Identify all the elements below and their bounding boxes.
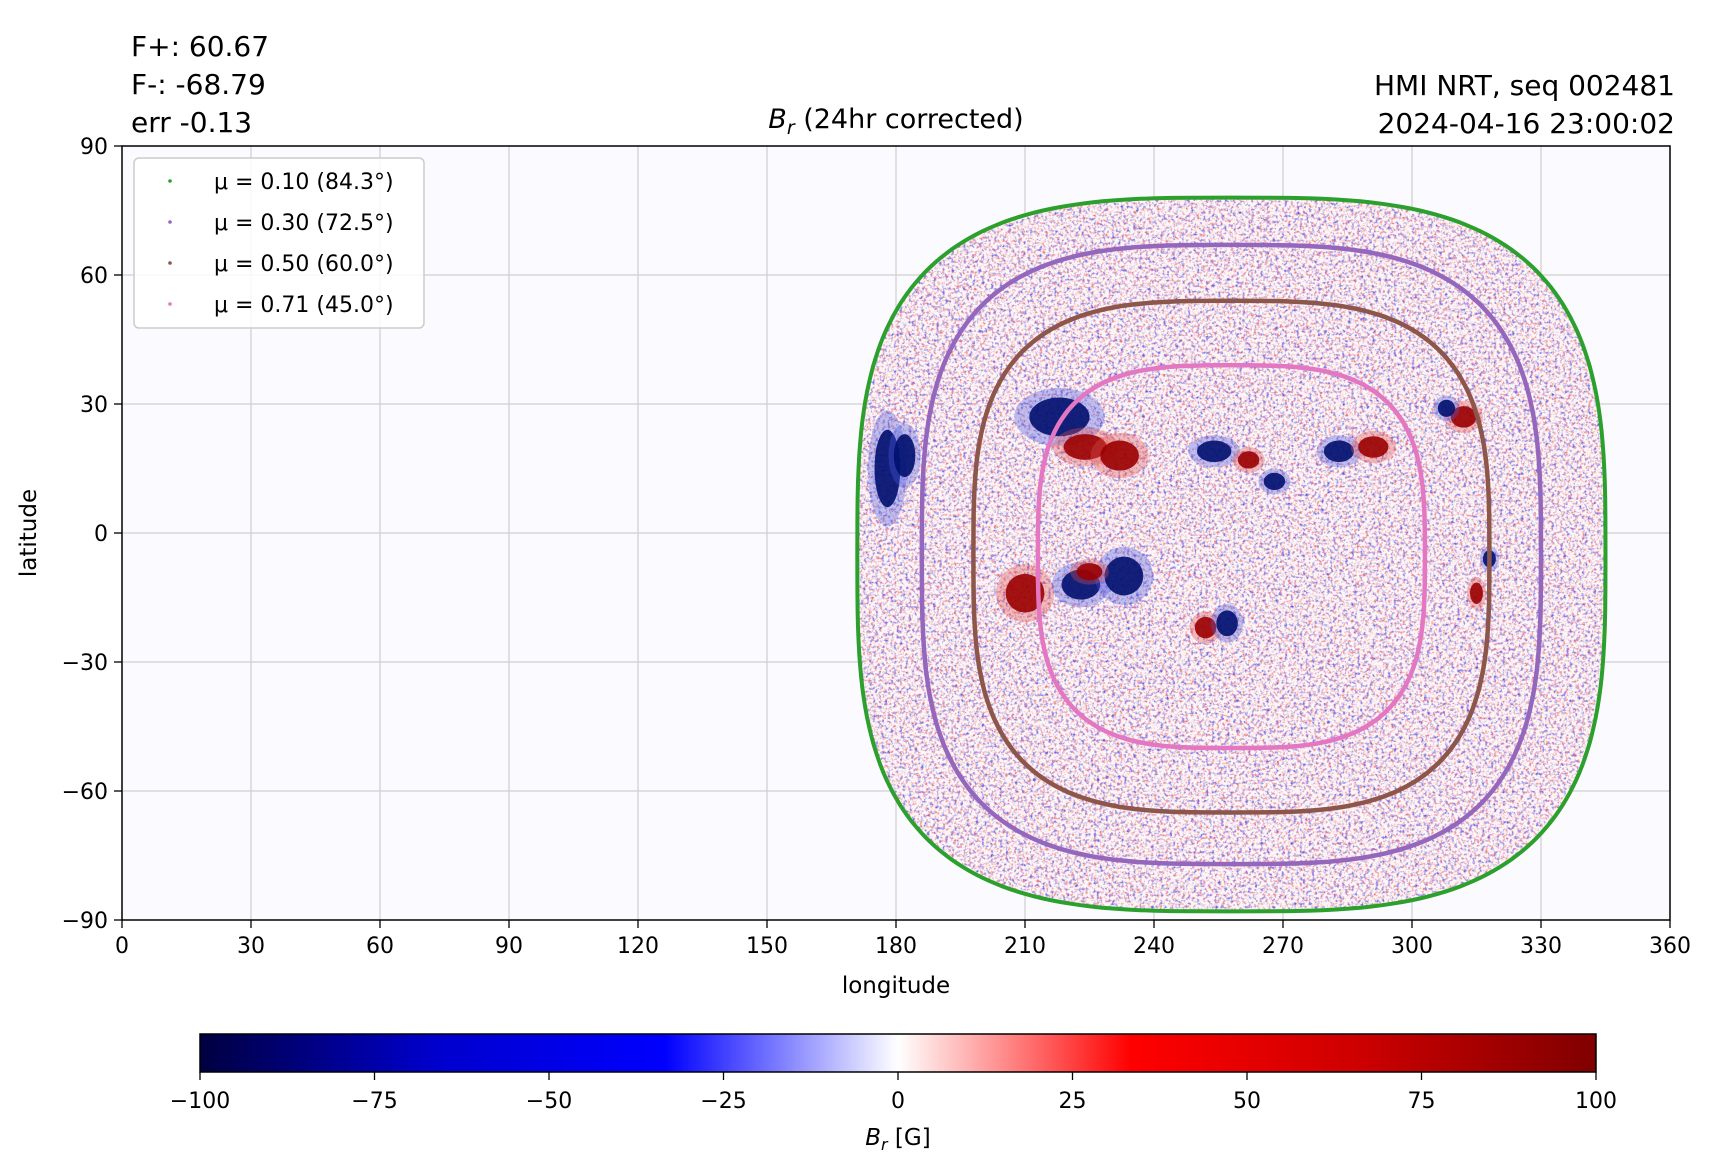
legend-box (133, 157, 425, 329)
active-region-negative (1197, 440, 1232, 463)
chart-title: Br (24hr corrected) (768, 104, 1023, 139)
active-region-negative (1437, 399, 1455, 417)
y-tick-label: 90 (80, 135, 108, 160)
mu-contour-0 (855, 195, 1608, 914)
x-tick-label: 360 (1649, 934, 1691, 959)
colorbar: −100 −75 −50 −25 0 25 50 75 100 Br [G] (170, 1033, 1617, 1152)
legend-label: μ = 0.10 (84.3°) (214, 170, 394, 195)
observation-info: HMI NRT, seq 002481 2024-04-16 23:00:02 (1374, 67, 1675, 143)
x-tick-label: 120 (617, 934, 659, 959)
x-axis-ticks: 0 30 60 90 120 150 180 210 240 270 300 330 360 (115, 920, 1691, 959)
mu-contour-1 (919, 242, 1544, 867)
y-axis-label: latitude (16, 489, 42, 577)
colorbar-gradient (199, 1033, 1597, 1073)
colorbar-tick-label: −100 (170, 1089, 230, 1114)
colorbar-ticks: −100 −75 −50 −25 0 25 50 75 100 (170, 1072, 1617, 1114)
x-tick-label: 210 (1004, 934, 1046, 959)
y-tick-label: 0 (94, 522, 108, 547)
active-region-negative (1263, 472, 1286, 490)
mu-contours (855, 195, 1608, 914)
active-region-positive (1194, 616, 1217, 639)
x-tick-label: 60 (366, 934, 394, 959)
colorbar-tick-label: 75 (1408, 1089, 1436, 1114)
x-tick-label: 150 (746, 934, 788, 959)
data-source: HMI NRT, seq 002481 (1373, 69, 1675, 102)
x-tick-label: 300 (1391, 934, 1433, 959)
colorbar-tick-label: 25 (1059, 1089, 1087, 1114)
y-tick-label: −90 (62, 909, 108, 934)
active-region-negative (893, 434, 916, 478)
colorbar-tick-label: −50 (526, 1089, 572, 1114)
legend-marker (168, 220, 172, 224)
active-region-negative (874, 429, 901, 508)
x-tick-label: 30 (237, 934, 265, 959)
mu-contour-2 (971, 298, 1492, 815)
magnetogram-disk (857, 197, 1606, 912)
y-tick-label: 30 (80, 393, 108, 418)
colorbar-tick-label: −75 (351, 1089, 397, 1114)
active-region-positive (1005, 573, 1045, 613)
colorbar-tick-label: 100 (1575, 1089, 1617, 1114)
y-tick-label: −60 (62, 780, 108, 805)
active-region-positive (1450, 406, 1477, 428)
colorbar-label: Br [G] (865, 1125, 930, 1152)
x-tick-label: 270 (1262, 934, 1304, 959)
colorbar-tick-label: −25 (700, 1089, 746, 1114)
active-region-positive (1076, 563, 1103, 581)
active-region-positive (1358, 436, 1389, 458)
flux-error: err -0.13 (131, 106, 253, 139)
flux-negative: F-: -68.79 (131, 68, 266, 101)
colorbar-tick-label: 50 (1233, 1089, 1261, 1114)
active-region-negative (1029, 397, 1090, 437)
active-region-positive (1063, 434, 1107, 460)
legend: μ = 0.10 (84.3°) μ = 0.30 (72.5°) μ = 0.50… (133, 157, 425, 329)
y-tick-label: −30 (62, 651, 108, 676)
legend-marker (168, 302, 172, 306)
active-region-negative (1104, 556, 1144, 596)
active-region-positive (1470, 582, 1483, 604)
x-tick-label: 90 (495, 934, 523, 959)
active-region-positive (1100, 440, 1139, 471)
flux-positive: F+: 60.67 (131, 30, 270, 63)
y-axis-ticks: 90 60 30 0 −30 −60 −90 (62, 135, 122, 934)
legend-marker (168, 179, 172, 183)
x-tick-label: 330 (1520, 934, 1562, 959)
colorbar-tick-label: 0 (891, 1089, 905, 1114)
x-tick-label: 180 (875, 934, 917, 959)
active-region-positive (1237, 451, 1260, 469)
y-tick-label: 60 (80, 264, 108, 289)
legend-label: μ = 0.50 (60.0°) (214, 252, 394, 277)
x-tick-label: 0 (115, 934, 129, 959)
active-region-negative (1216, 610, 1238, 637)
active-region-negative (1323, 440, 1354, 463)
flux-summary: F+: 60.67 F-: -68.79 err -0.13 (131, 28, 269, 142)
x-axis-label: longitude (842, 973, 950, 999)
legend-marker (168, 261, 172, 265)
active-regions (868, 387, 1500, 644)
legend-label: μ = 0.71 (45.0°) (214, 293, 394, 318)
disk-noise (857, 197, 1606, 912)
observation-timestamp: 2024-04-16 23:00:02 (1377, 107, 1675, 140)
legend-label: μ = 0.30 (72.5°) (214, 211, 394, 236)
mu-contour-3 (1035, 363, 1428, 751)
x-tick-label: 240 (1133, 934, 1175, 959)
